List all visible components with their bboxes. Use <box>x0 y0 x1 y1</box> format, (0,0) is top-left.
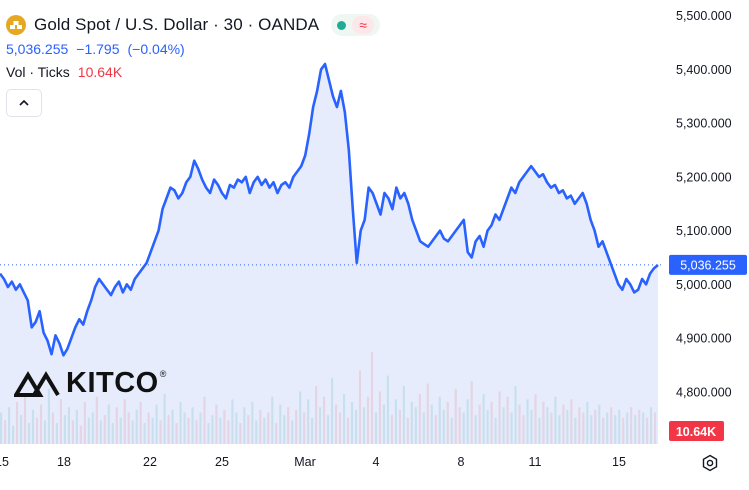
x-axis-tick-label: 15 <box>612 455 626 469</box>
x-axis-tick-label: 15 <box>0 455 9 469</box>
x-axis-tick-label: 8 <box>458 455 465 469</box>
legend-change-percent: (−0.04%) <box>127 41 185 57</box>
market-status[interactable]: ≈ <box>331 14 381 36</box>
settings-button[interactable] <box>699 452 721 474</box>
chevron-up-icon <box>19 99 29 106</box>
symbol-title[interactable]: Gold Spot / U.S. Dollar · 30 · OANDA <box>34 15 320 34</box>
y-axis: 5,500.000 5,400.000 5,300.000 5,200.000 5,10… <box>676 9 732 399</box>
x-axis-tick-label: Mar <box>294 455 316 469</box>
kitco-watermark: KITCO ® <box>14 367 166 400</box>
y-axis-tick-label: 5,500.000 <box>676 9 732 23</box>
volume-indicator-value: 10.64K <box>77 64 123 80</box>
volume-indicator-title: Vol · Ticks <box>6 64 70 80</box>
volume-label-bg <box>669 421 724 441</box>
price-summary: 5,036.255 −1.795 (−0.04%) <box>6 41 380 57</box>
registered-mark-icon: ® <box>159 369 167 379</box>
volume-last-label: 10.64K <box>676 425 716 439</box>
market-open-dot-icon <box>337 20 347 30</box>
collapse-legend-button[interactable] <box>6 89 42 117</box>
kitco-brand-text: KITCO <box>66 367 159 399</box>
y-axis-tick-label: 5,000.000 <box>676 278 732 292</box>
y-axis-tick-label: 5,200.000 <box>676 170 732 184</box>
y-axis-tick-label: 5,100.000 <box>676 224 732 238</box>
y-axis-tick-label: 5,300.000 <box>676 117 732 131</box>
price-area-fill <box>0 64 658 444</box>
y-axis-tick-label: 4,900.000 <box>676 332 732 346</box>
x-axis: 15 18 22 25 Mar 4 8 11 15 <box>0 455 626 469</box>
x-axis-tick-label: 22 <box>143 455 157 469</box>
y-axis-tick-label: 4,800.000 <box>676 385 732 399</box>
legend-last-price: 5,036.255 <box>6 41 69 57</box>
x-axis-tick-label: 4 <box>373 455 380 469</box>
price-line[interactable] <box>0 62 659 357</box>
legend-change: −1.795 <box>76 41 120 57</box>
x-axis-tick-label: 25 <box>215 455 229 469</box>
x-axis-tick-label: 18 <box>57 455 71 469</box>
chart-legend: Gold Spot / U.S. Dollar · 30 · OANDA ≈ 5… <box>6 12 381 117</box>
volume-legend[interactable]: Vol · Ticks 10.64K <box>6 64 380 80</box>
gold-bars-icon <box>6 15 26 35</box>
last-price-label-bg <box>669 254 747 275</box>
x-axis-tick-label: 11 <box>529 455 542 469</box>
kitco-logo-icon <box>14 370 60 397</box>
gear-icon <box>702 454 718 472</box>
delayed-data-icon: ≈ <box>352 16 375 34</box>
last-price-label: 5,036.255 <box>680 258 736 272</box>
y-axis-tick-label: 5,400.000 <box>676 63 732 77</box>
